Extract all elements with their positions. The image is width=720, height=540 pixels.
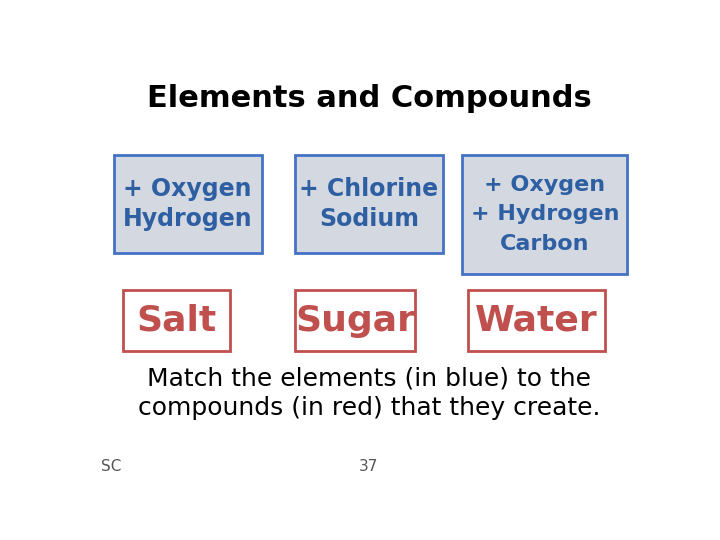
- Text: 37: 37: [359, 460, 379, 474]
- FancyBboxPatch shape: [295, 291, 415, 350]
- Text: + Oxygen: + Oxygen: [485, 174, 606, 194]
- Text: Elements and Compounds: Elements and Compounds: [147, 84, 591, 112]
- Text: Carbon: Carbon: [500, 234, 590, 254]
- Text: compounds (in red) that they create.: compounds (in red) that they create.: [138, 396, 600, 420]
- Text: + Oxygen: + Oxygen: [123, 177, 252, 201]
- FancyBboxPatch shape: [114, 155, 261, 253]
- Text: Water: Water: [475, 303, 598, 338]
- FancyBboxPatch shape: [295, 155, 443, 253]
- Text: SC: SC: [101, 460, 122, 474]
- Text: Match the elements (in blue) to the: Match the elements (in blue) to the: [147, 367, 591, 391]
- Text: + Hydrogen: + Hydrogen: [471, 205, 619, 225]
- Text: + Chlorine: + Chlorine: [300, 177, 438, 201]
- Text: Sodium: Sodium: [319, 207, 419, 231]
- FancyBboxPatch shape: [468, 291, 605, 350]
- FancyBboxPatch shape: [124, 291, 230, 350]
- Text: Salt: Salt: [136, 303, 217, 338]
- FancyBboxPatch shape: [462, 155, 627, 274]
- Text: Hydrogen: Hydrogen: [123, 207, 253, 231]
- Text: Sugar: Sugar: [295, 303, 415, 338]
